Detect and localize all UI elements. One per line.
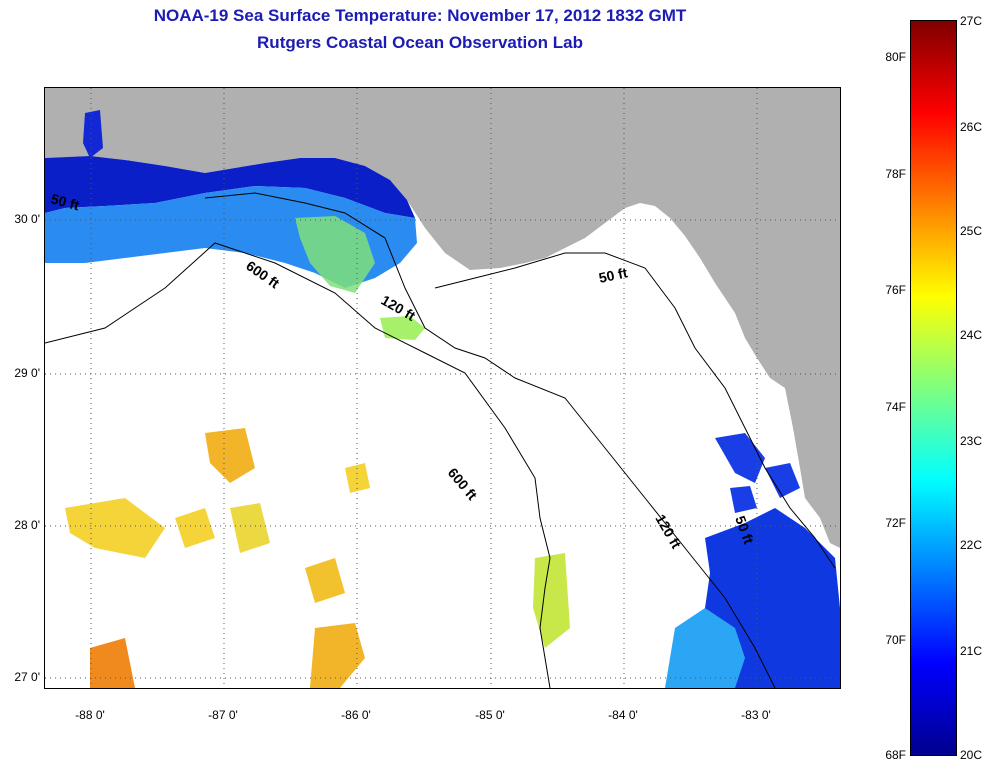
lat-tick-29: 29 0' bbox=[14, 366, 40, 380]
sst-cyan-southeast bbox=[665, 608, 745, 688]
sst-green-patch-north bbox=[295, 216, 375, 293]
land-mass bbox=[45, 88, 840, 548]
colorbar-f-label: 68F bbox=[885, 748, 906, 762]
sst-cold-band-north bbox=[45, 156, 415, 218]
colorbar-f-label: 72F bbox=[885, 516, 906, 530]
lon-tick-84: -84 0' bbox=[608, 708, 638, 722]
depth-contours bbox=[45, 192, 836, 688]
colorbar-c-label: 23C bbox=[960, 434, 983, 448]
sst-inlet-blue bbox=[83, 110, 103, 158]
colorbar-f-label: 70F bbox=[885, 633, 906, 647]
depth-label-120ft-south: 120 ft bbox=[652, 512, 684, 552]
depth-label-600ft-south: 600 ft bbox=[445, 465, 481, 504]
lon-tick-83: -83 0' bbox=[741, 708, 771, 722]
colorbar-f-label: 80F bbox=[885, 50, 906, 64]
bay-inlet bbox=[785, 498, 820, 543]
map-subtitle: Rutgers Coastal Ocean Observation Lab bbox=[257, 33, 583, 52]
colorbar-f-label: 74F bbox=[885, 400, 906, 414]
colorbar-c-label: 22C bbox=[960, 538, 983, 552]
sst-warm-patches bbox=[65, 428, 570, 688]
colorbar-c-label: 20C bbox=[960, 748, 983, 762]
sst-map[interactable]: 50 ft 50 ft 50 ft 120 ft 120 ft 600 ft 6… bbox=[44, 87, 841, 689]
sst-green-patch-2 bbox=[380, 316, 425, 340]
depth-label-50ft-west: 50 ft bbox=[49, 190, 81, 213]
lon-tick-87: -87 0' bbox=[208, 708, 238, 722]
lat-tick-28: 28 0' bbox=[14, 518, 40, 532]
map-title: NOAA-19 Sea Surface Temperature: Novembe… bbox=[153, 6, 687, 25]
colorbar-c-label: 26C bbox=[960, 120, 983, 134]
lat-tick-27: 27 0' bbox=[14, 670, 40, 684]
lon-tick-86: -86 0' bbox=[341, 708, 371, 722]
map-grid bbox=[45, 88, 840, 688]
colorbar-c-label: 25C bbox=[960, 224, 983, 238]
depth-label-50ft-east: 50 ft bbox=[597, 264, 629, 286]
lon-tick-85: -85 0' bbox=[475, 708, 505, 722]
colorbar-c-label: 21C bbox=[960, 644, 983, 658]
colorbar-c-label: 27C bbox=[960, 14, 983, 28]
sst-map-canvas: 50 ft 50 ft 50 ft 120 ft 120 ft 600 ft 6… bbox=[45, 88, 840, 688]
lon-tick-88: -88 0' bbox=[75, 708, 105, 722]
depth-label-600ft-north: 600 ft bbox=[243, 257, 282, 291]
colorbar-f-label: 78F bbox=[885, 167, 906, 181]
temperature-colorbar bbox=[910, 20, 957, 756]
lat-tick-30: 30 0' bbox=[14, 212, 40, 226]
colorbar-f-label: 76F bbox=[885, 283, 906, 297]
colorbar-c-label: 24C bbox=[960, 328, 983, 342]
